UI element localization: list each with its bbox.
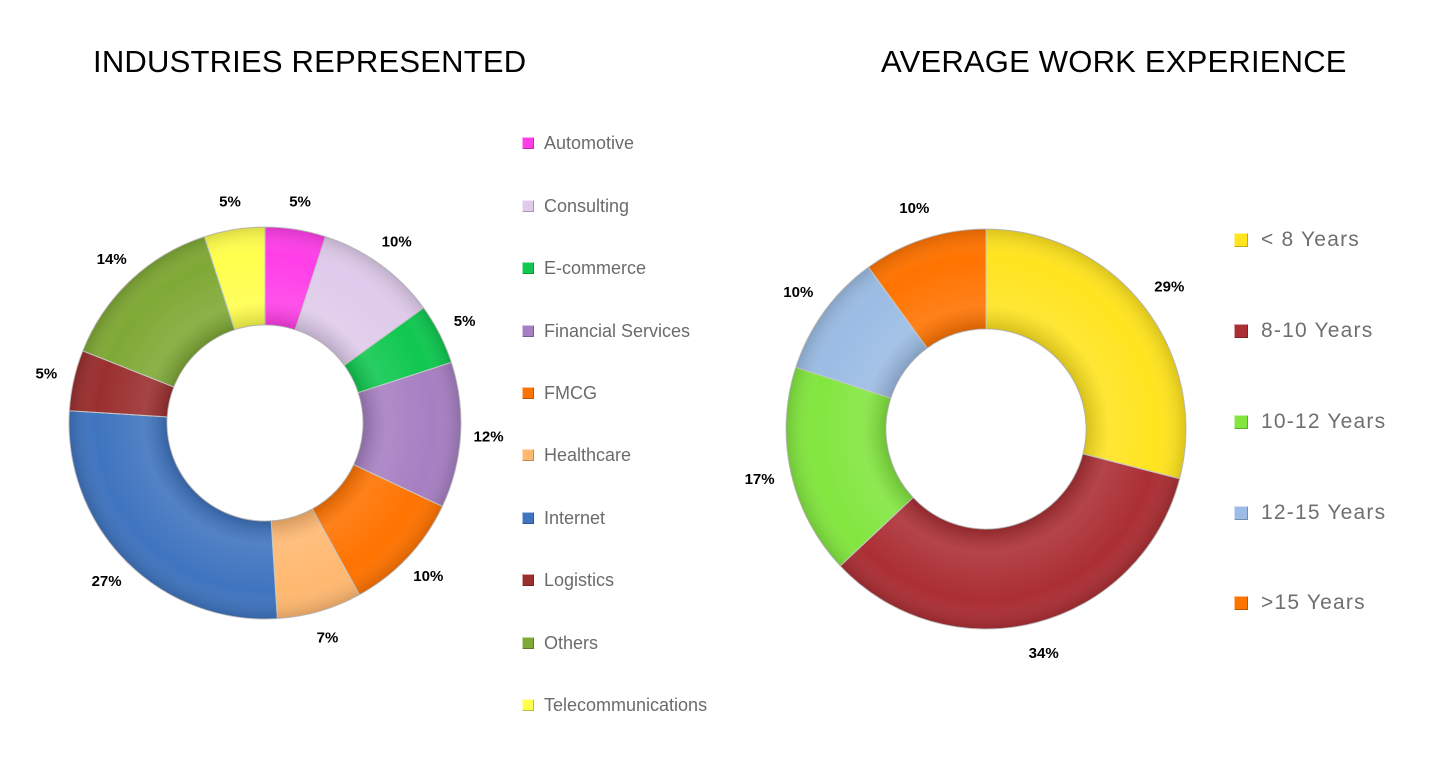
data-label-consulting: 10% (382, 233, 412, 250)
legend-item-automotive: Automotive (522, 131, 634, 155)
legend-swatch (522, 699, 534, 711)
legend-label: Logistics (544, 569, 615, 590)
legend-swatch (522, 137, 534, 149)
legend-label: Financial Services (544, 320, 691, 341)
legend-label: Automotive (544, 132, 635, 153)
legend-item-telecommunications: Telecommunications (522, 693, 707, 717)
experience-chart-title: AVERAGE WORK EXPERIENCE (881, 44, 1347, 79)
legend-item-healthcare: Healthcare (522, 443, 631, 467)
legend-item-15-years: >15 Years (1234, 589, 1366, 617)
legend-label: Internet (544, 507, 606, 528)
legend-label: 8-10 Years (1261, 319, 1374, 342)
legend-item-10-12-years: 10-12 Years (1234, 408, 1386, 436)
slice-8-years (985, 228, 1187, 480)
legend-swatch (522, 200, 534, 212)
data-label-8-10-years: 34% (1029, 645, 1059, 662)
legend-swatch (1234, 415, 1248, 429)
industries-chart-title: INDUSTRIES REPRESENTED (93, 44, 527, 79)
legend-item-8-years: < 8 Years (1234, 226, 1360, 254)
data-label-others: 14% (97, 251, 127, 268)
legend-item-consulting: Consulting (522, 194, 629, 218)
legend-label: Healthcare (544, 444, 632, 465)
legend-label: >15 Years (1261, 591, 1366, 614)
legend-label: E-commerce (544, 257, 647, 278)
legend-swatch (522, 325, 534, 337)
industries-chart-panel: INDUSTRIES REPRESENTED 5% 10% 5% 12% 10% 7% 27… (36, 44, 708, 717)
legend-swatch (522, 387, 534, 399)
legend-swatch (522, 574, 534, 586)
data-label-automotive: 5% (289, 193, 311, 210)
data-label-15-years: 10% (899, 200, 929, 217)
legend-label: 12-15 Years (1261, 501, 1387, 524)
data-label-e-commerce: 5% (454, 313, 476, 330)
legend-swatch (522, 449, 534, 461)
legend-label: < 8 Years (1261, 228, 1360, 251)
data-label-logistics: 5% (36, 366, 58, 383)
legend-swatch (522, 512, 534, 524)
legend-label: Others (544, 632, 599, 653)
data-label-12-15-years: 10% (783, 284, 813, 301)
experience-donut-chart: 29% 34% 17% 10% 10% (745, 200, 1187, 662)
legend-swatch (1234, 324, 1248, 338)
legend-item-12-15-years: 12-15 Years (1234, 499, 1386, 527)
legend-item-e-commerce: E-commerce (522, 256, 646, 280)
legend-item-internet: Internet (522, 506, 605, 530)
data-label-fmcg: 10% (413, 568, 443, 585)
legend-label: FMCG (544, 382, 597, 403)
legend-swatch (1234, 233, 1248, 247)
legend-label: Consulting (544, 195, 630, 216)
industries-donut-chart: 5% 10% 5% 12% 10% 7% 27% 5% 14% 5% (36, 193, 504, 647)
legend-item-logistics: Logistics (522, 568, 614, 592)
data-label-10-12-years: 17% (745, 471, 775, 488)
legend-item-8-10-years: 8-10 Years (1234, 317, 1373, 345)
legend-swatch (522, 262, 534, 274)
experience-chart-panel: AVERAGE WORK EXPERIENCE 29% 34% 17% 10% 10% … (740, 0, 1432, 779)
legend-item-others: Others (522, 631, 598, 655)
data-label-healthcare: 7% (317, 630, 339, 647)
legend-swatch (522, 637, 534, 649)
data-label-internet: 27% (92, 573, 122, 590)
legend-swatch (1234, 596, 1248, 610)
data-label-financial-services: 12% (474, 429, 504, 446)
legend-item-financial-services: Financial Services (522, 319, 690, 343)
legend-item-fmcg: FMCG (522, 381, 597, 405)
legend-label: 10-12 Years (1261, 410, 1387, 433)
data-label-8-years: 29% (1154, 278, 1184, 295)
legend-swatch (1234, 506, 1248, 520)
legend-label: Telecommunications (544, 694, 708, 715)
data-label-telecommunications: 5% (219, 193, 241, 210)
